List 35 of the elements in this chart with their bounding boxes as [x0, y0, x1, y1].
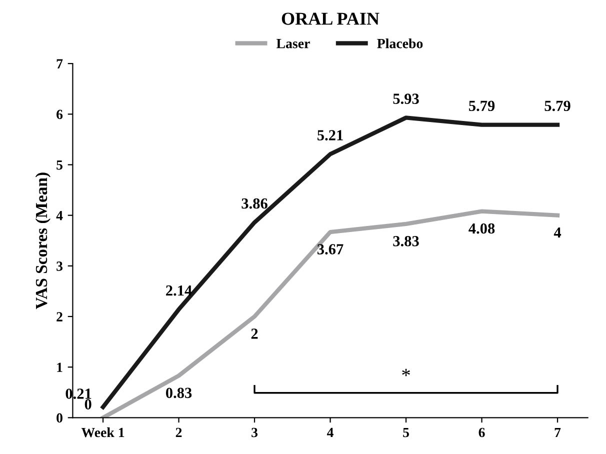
- line-series: [100, 209, 560, 418]
- data-label: 4.08: [468, 223, 495, 234]
- x-tick-label: 4: [326, 428, 334, 438]
- y-tick-label: 3: [56, 262, 63, 271]
- legend-label: Placebo: [377, 38, 423, 48]
- annotation: *: [402, 368, 410, 376]
- x-tick-label: Week 1: [81, 427, 124, 438]
- data-label: 5.93: [393, 94, 419, 104]
- data-label: 3.83: [393, 236, 419, 246]
- line-series: [100, 116, 560, 410]
- data-label: 5.79: [544, 100, 570, 112]
- y-tick-label: 6: [56, 110, 63, 120]
- x-tick-label: 6: [478, 428, 485, 438]
- x-tick-label: 7: [554, 428, 561, 438]
- y-tick-label: 5: [56, 160, 62, 170]
- y-tick-label: 4: [56, 211, 63, 220]
- legend-label: Laser: [276, 39, 310, 48]
- x-tick-label: 5: [403, 428, 409, 438]
- y-tick-label: 7: [56, 59, 63, 68]
- data-label: 3.86: [242, 198, 268, 209]
- data-label: 0: [84, 399, 92, 410]
- y-axis-title: VAS Scores (Mean): [35, 172, 50, 310]
- x-tick-label: 2: [176, 428, 182, 438]
- data-label: 3.67: [317, 244, 344, 254]
- data-label: 5.79: [469, 100, 495, 112]
- data-label: 5.21: [318, 130, 343, 140]
- y-tick-label: 1: [57, 362, 62, 372]
- y-tick-label: 2: [56, 312, 62, 322]
- data-label: 0.83: [166, 388, 192, 398]
- y-tick-label: 0: [56, 413, 62, 423]
- data-label: 2: [251, 328, 258, 339]
- x-tick-label: 3: [252, 428, 258, 438]
- data-label: 4: [554, 227, 562, 238]
- data-label: 2.14: [166, 285, 192, 296]
- chart-title: ORAL PAIN: [282, 12, 380, 25]
